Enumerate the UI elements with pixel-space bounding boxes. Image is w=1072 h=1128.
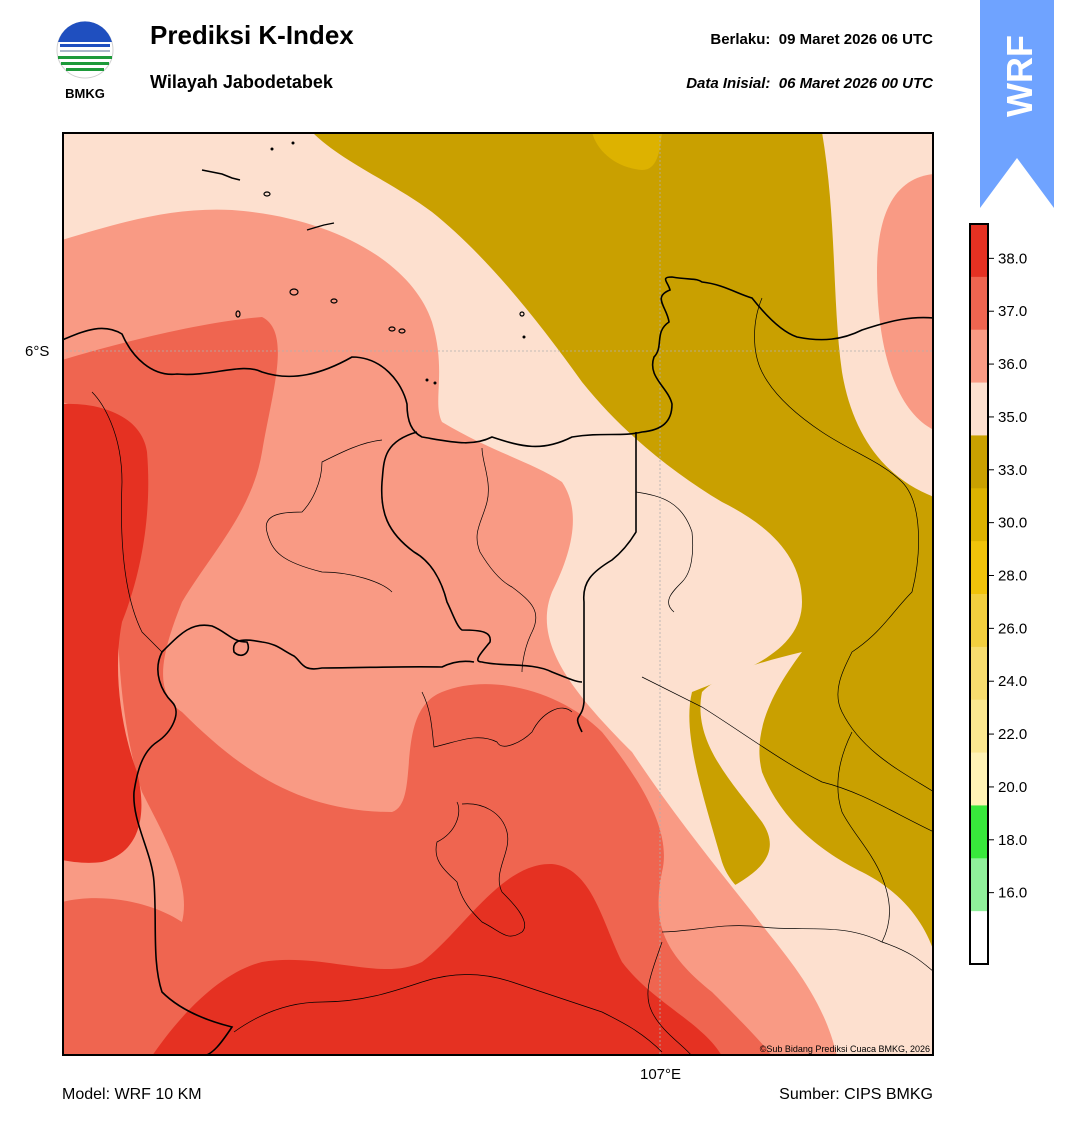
- colorbar-tick-label: 24.0: [998, 673, 1027, 690]
- colorbar-swatch: [970, 329, 988, 384]
- islands: [201, 169, 241, 181]
- kindex-band-30-33: [592, 132, 662, 170]
- regency-borders: [91, 297, 934, 1056]
- init-value: 06 Maret 2026 00 UTC: [778, 75, 933, 92]
- province-border: [576, 432, 637, 733]
- colorbar-ticks: 38.0 37.0 36.0 35.0 33.0 30.0 28.0 26.0 24.0 22.0…: [988, 250, 1027, 902]
- colorbar-tick-label: 20.0: [998, 779, 1027, 796]
- colorbar-swatches: [970, 224, 988, 965]
- colorbar-tick-label: 38.0: [998, 250, 1027, 267]
- map-title: Prediksi K-Index: [150, 20, 354, 50]
- colorbar-tick-label: 22.0: [998, 726, 1027, 743]
- colorbar-tick-label: 37.0: [998, 303, 1027, 320]
- colorbar-swatch: [970, 752, 988, 806]
- valid-value: 09 Maret 2026 06 UTC: [778, 31, 933, 48]
- lat-tick-label: 6°S: [25, 343, 50, 360]
- colorbar-swatch: [970, 858, 988, 912]
- map-subtitle: Wilayah Jabodetabek: [150, 72, 333, 92]
- kindex-band-37-38: [62, 317, 772, 1056]
- map-frame: [62, 132, 934, 1056]
- wrf-badge: WRF: [980, 0, 1054, 208]
- colorbar-tick-label: 26.0: [998, 620, 1027, 637]
- colorbar-tick-label: 30.0: [998, 515, 1027, 532]
- colorbar-frame: [969, 223, 989, 965]
- colorbar-tick-label: 35.0: [998, 409, 1027, 426]
- valid-time: Berlaku: 09 Maret 2026 06 UTC: [710, 31, 933, 48]
- model-label: Model: WRF 10 KM: [62, 1086, 202, 1103]
- valid-label: Berlaku:: [710, 31, 771, 48]
- colorbar-swatch: [970, 224, 988, 278]
- colorbar-swatch: [970, 805, 988, 859]
- colorbar-swatch: [970, 646, 988, 701]
- init-time: Data Inisial: 06 Maret 2026 00 UTC: [686, 75, 933, 92]
- colorbar-swatch: [970, 435, 988, 489]
- lon-tick-label: 107°E: [640, 1066, 682, 1083]
- colorbar-swatch: [970, 488, 988, 542]
- colorbar-swatch: [970, 276, 988, 331]
- colorbar-tick-label: 33.0: [998, 462, 1027, 479]
- colorbar-swatch: [970, 382, 988, 436]
- kindex-band-38-plus: [62, 403, 149, 863]
- colorbar-swatch: [970, 699, 988, 754]
- colorbar-tick-label: 16.0: [998, 885, 1027, 902]
- colorbar-tick-label: 18.0: [998, 832, 1027, 849]
- source-label: Sumber: CIPS BMKG: [779, 1086, 933, 1103]
- svg-text:BMKG: BMKG: [65, 86, 105, 101]
- init-label: Data Inisial:: [686, 75, 771, 92]
- colorbar-swatch: [970, 911, 988, 965]
- colorbar-swatch: [970, 541, 988, 595]
- colorbar-swatch: [970, 594, 988, 648]
- colorbar-tick-label: 36.0: [998, 356, 1027, 373]
- bmkg-logo: BMKG: [56, 21, 114, 101]
- svg-text:WRF: WRF: [999, 35, 1040, 117]
- k-index-map: ©Sub Bidang Prediksi Cuaca BMKG, 2026: [62, 132, 934, 1056]
- copyright-text: ©Sub Bidang Prediksi Cuaca BMKG, 2026: [760, 1044, 930, 1054]
- coastline: [62, 276, 934, 448]
- colorbar: 38.0 37.0 36.0 35.0 33.0 30.0 28.0 26.0 24.0 22.0…: [969, 223, 1027, 965]
- colorbar-tick-label: 28.0: [998, 568, 1027, 585]
